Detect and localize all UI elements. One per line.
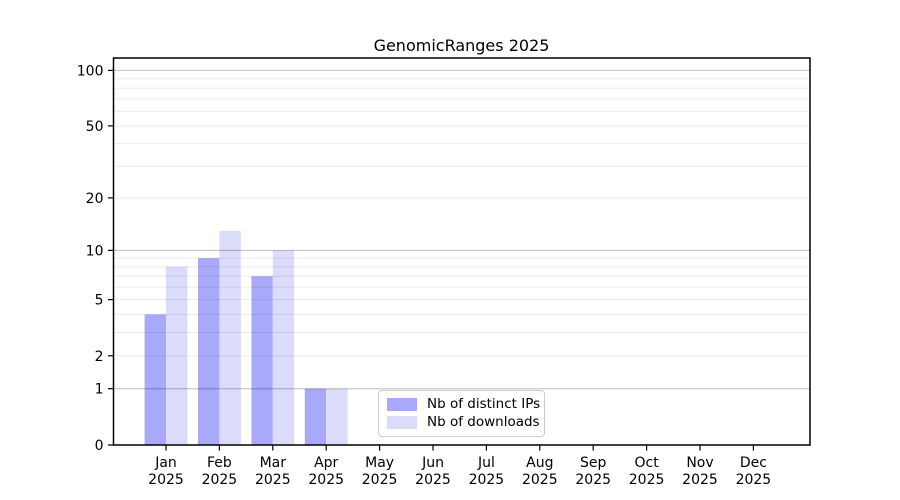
- bar-downloads: [326, 388, 348, 445]
- legend-label-downloads: Nb of downloads: [427, 414, 540, 430]
- y-tick-label: 2: [95, 349, 104, 365]
- x-tick-label-month: Apr: [314, 455, 338, 471]
- bar-downloads: [219, 230, 241, 445]
- x-tick-label-month: Sep: [580, 455, 607, 471]
- x-tick-label-year: 2025: [736, 472, 772, 488]
- x-tick-label-year: 2025: [522, 472, 558, 488]
- x-tick-label-year: 2025: [255, 472, 291, 488]
- bar-downloads: [272, 250, 295, 445]
- y-tick-label: 20: [86, 191, 104, 207]
- x-tick-label-year: 2025: [415, 472, 451, 488]
- x-tick-label-year: 2025: [629, 472, 665, 488]
- legend-swatch-downloads: [387, 416, 417, 430]
- legend-item-distinct-ips: Nb of distinct IPs: [387, 397, 540, 412]
- x-tick-label-year: 2025: [469, 472, 505, 488]
- x-tick-label-year: 2025: [308, 472, 344, 488]
- y-tick-label: 5: [95, 293, 104, 309]
- x-tick-label-month: Aug: [526, 455, 553, 471]
- x-tick-label-year: 2025: [682, 472, 718, 488]
- bar-distinct-ips: [304, 388, 327, 445]
- y-tick-label: 1: [95, 382, 104, 398]
- x-tick-label-month: Oct: [634, 455, 659, 471]
- y-tick-label: 50: [86, 119, 104, 135]
- x-tick-label-month: Jan: [154, 455, 177, 471]
- x-tick-label-year: 2025: [575, 472, 611, 488]
- x-tick-label-month: Mar: [260, 455, 287, 471]
- y-tick-label: 10: [86, 243, 104, 259]
- x-tick-label-month: Feb: [207, 455, 232, 471]
- legend-swatch-distinct-ips: [387, 397, 417, 411]
- x-tick-label-year: 2025: [148, 472, 184, 488]
- x-tick-label-month: May: [365, 455, 394, 471]
- bar-distinct-ips: [198, 258, 220, 445]
- bar-distinct-ips: [251, 276, 273, 445]
- x-tick-label-month: Jul: [477, 455, 495, 471]
- x-tick-label-year: 2025: [362, 472, 398, 488]
- legend: Nb of distinct IPs Nb of downloads: [378, 390, 545, 437]
- plot-border: [112, 57, 811, 446]
- legend-item-downloads: Nb of downloads: [387, 415, 540, 430]
- y-tick-label: 0: [95, 438, 104, 454]
- x-tick-label-year: 2025: [202, 472, 238, 488]
- y-tick-label: 100: [77, 63, 104, 79]
- chart-title: GenomicRanges 2025: [373, 36, 550, 55]
- x-tick-label-month: Dec: [740, 455, 767, 471]
- x-tick-label-month: Jun: [421, 455, 444, 471]
- x-tick-label-month: Nov: [686, 455, 713, 471]
- legend-label-distinct-ips: Nb of distinct IPs: [427, 395, 541, 412]
- bar-downloads: [166, 266, 188, 445]
- bar-distinct-ips: [144, 314, 166, 445]
